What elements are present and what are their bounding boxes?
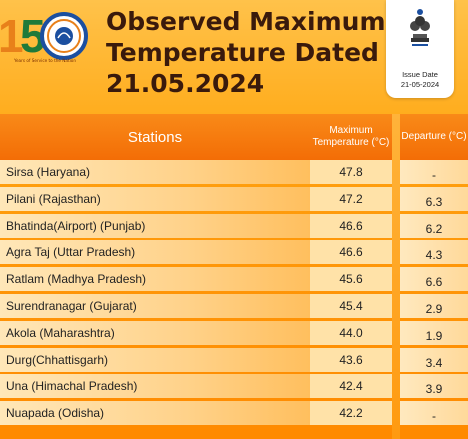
temperature-cell: 47.8 — [310, 160, 392, 184]
temperature-cell: 42.2 — [310, 401, 392, 426]
station-cell: Surendranagar (Gujarat) — [0, 293, 310, 318]
table-row: Pilani (Rajasthan) 47.2 6.3 — [0, 186, 468, 214]
issue-date-label: Issue Date — [402, 70, 438, 79]
station-cell: Ratlam (Madhya Pradesh) — [0, 267, 310, 292]
title-line-3: 21.05.2024 — [106, 69, 265, 98]
station-cell: Agra Taj (Uttar Pradesh) — [0, 240, 310, 265]
temperature-cell: 47.2 — [310, 186, 392, 211]
table-row: Ratlam (Madhya Pradesh) 45.6 6.6 — [0, 267, 468, 294]
table-row: Sirsa (Haryana) 47.8 - — [0, 160, 468, 187]
temperature-cell: 45.6 — [310, 267, 392, 292]
departure-cell: 2.9 — [400, 293, 468, 318]
temperature-cell: 46.6 — [310, 240, 392, 265]
departure-cell: 6.2 — [400, 213, 468, 238]
station-cell: Pilani (Rajasthan) — [0, 186, 310, 211]
svg-text:1: 1 — [0, 10, 24, 62]
header-banner: 1 5 Years of Service to the Nation Obser… — [0, 0, 468, 114]
column-header-max-temperature: Maximum Temperature (°C) — [310, 114, 392, 160]
departure-cell: 1.9 — [400, 320, 468, 345]
departure-cell: - — [400, 160, 468, 184]
departure-cell: 3.4 — [400, 347, 468, 372]
national-emblem-icon — [410, 9, 430, 46]
temperature-cell: 44.0 — [310, 320, 392, 345]
title-line-2: Temperature Dated — [106, 38, 379, 67]
departure-cell: 6.3 — [400, 186, 468, 211]
temperature-table: Sirsa (Haryana) 47.8 - Pilani (Rajasthan… — [0, 160, 468, 428]
table-row: Bhatinda(Airport) (Punjab) 46.6 6.2 — [0, 213, 468, 241]
station-cell: Durg(Chhattisgarh) — [0, 347, 310, 372]
issue-date-card: Issue Date 21-05-2024 — [386, 0, 454, 98]
departure-cell: 6.6 — [400, 267, 468, 292]
temperature-cell: 45.4 — [310, 293, 392, 318]
imd-150-logo: 1 5 — [0, 10, 88, 62]
temperature-cell: 43.6 — [310, 347, 392, 372]
station-cell: Nuapada (Odisha) — [0, 401, 310, 426]
temperature-cell: 42.4 — [310, 374, 392, 399]
table-row: Agra Taj (Uttar Pradesh) 46.6 4.3 — [0, 240, 468, 267]
table-row: Surendranagar (Gujarat) 45.4 2.9 — [0, 293, 468, 321]
title-line-1: Observed Maximum — [106, 7, 386, 36]
temperature-cell: 46.6 — [310, 213, 392, 238]
station-cell: Akola (Maharashtra) — [0, 320, 310, 345]
table-row: Una (Himachal Pradesh) 42.4 3.9 — [0, 374, 468, 401]
departure-cell: 4.3 — [400, 240, 468, 265]
table-row: Durg(Chhattisgarh) 43.6 3.4 — [0, 347, 468, 375]
logo-tagline: Years of Service to the Nation — [13, 58, 76, 63]
column-header-stations: Stations — [0, 114, 310, 160]
table-row: Nuapada (Odisha) 42.2 - — [0, 401, 468, 428]
departure-cell: - — [400, 401, 468, 426]
table-row: Akola (Maharashtra) 44.0 1.9 — [0, 320, 468, 348]
station-cell: Bhatinda(Airport) (Punjab) — [0, 213, 310, 238]
column-divider — [392, 114, 400, 439]
station-cell: Sirsa (Haryana) — [0, 160, 310, 184]
station-cell: Una (Himachal Pradesh) — [0, 374, 310, 399]
issue-date-value: 21-05-2024 — [400, 80, 440, 89]
departure-cell: 3.9 — [400, 374, 468, 399]
page-title: Observed Maximum Temperature Dated 21.05… — [106, 6, 386, 99]
column-header-departure: Departure (°C) — [400, 114, 468, 160]
